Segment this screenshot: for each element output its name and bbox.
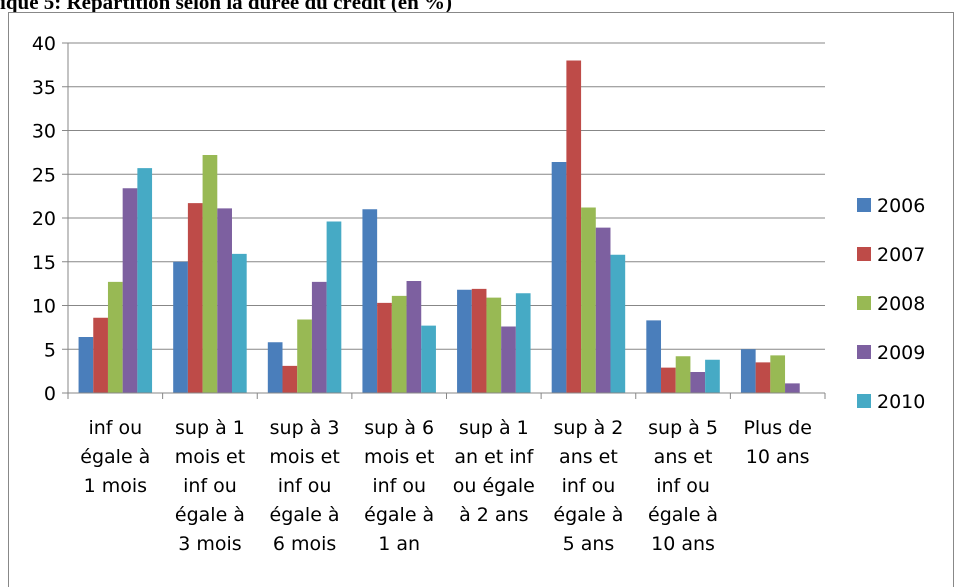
x-category-label: ou égale [453, 475, 535, 497]
bar-2007-cat6 [566, 60, 582, 393]
bar-2009-cat1 [122, 188, 138, 393]
x-category-label: égale à [648, 504, 718, 526]
bar-2009-cat4 [406, 281, 422, 393]
x-category-label: sup à 5 [648, 417, 718, 439]
bar-2009-cat2 [217, 208, 232, 393]
x-category-label: an et inf [454, 446, 534, 468]
bar-2010-cat7 [705, 359, 720, 393]
axes [67, 43, 826, 399]
x-category-label: 10 ans [651, 533, 715, 555]
y-tick-label: 25 [32, 164, 56, 186]
bar-2010-cat1 [137, 168, 153, 393]
x-category-label: 10 ans [746, 446, 810, 468]
legend-swatch-2006 [857, 198, 871, 212]
x-axis-categories: inf ou égale à 1 mois sup à 1 mois et inf ou é… [80, 417, 812, 555]
x-category-label: sup à 1 [175, 417, 245, 439]
x-category-label: mois et [175, 446, 246, 468]
bar-2006-cat1 [78, 337, 94, 393]
x-category-label: égale à [270, 504, 340, 526]
x-category-label: Plus de [743, 417, 811, 439]
x-category-label: à 2 ans [459, 504, 528, 526]
x-category-label: inf ou [562, 475, 616, 497]
bar-2007-cat7 [661, 367, 676, 393]
bar-2008-cat8 [770, 355, 786, 393]
bar-2009-cat8 [785, 383, 800, 393]
chart-title: ique 5: Répartition selon la durée du cr… [0, 0, 453, 14]
bar-2006-cat4 [362, 209, 378, 393]
bars [78, 60, 800, 393]
bar-2007-cat3 [282, 365, 298, 393]
x-category-label: égale à [175, 504, 245, 526]
bar-2008-cat3 [297, 319, 312, 393]
bar-2008-cat4 [391, 295, 407, 393]
legend-label-2010: 2010 [877, 391, 925, 413]
x-category-label: inf ou [183, 475, 237, 497]
x-category-label: ans et [559, 446, 618, 468]
legend-swatch-2008 [857, 296, 871, 310]
x-category-label: égale à [553, 504, 623, 526]
bar-2008-cat6 [581, 207, 596, 393]
y-tick-label: 35 [32, 77, 56, 99]
bar-2009-cat7 [690, 372, 706, 393]
y-tick-label: 0 [44, 383, 56, 405]
x-category-label: 1 mois [84, 475, 147, 497]
legend-label-2007: 2007 [877, 244, 925, 266]
bar-2007-cat8 [755, 362, 771, 393]
bar-2006-cat5 [457, 289, 472, 393]
y-tick-label: 15 [32, 252, 56, 274]
legend-swatch-2010 [857, 394, 871, 408]
x-category-label: ans et [654, 446, 713, 468]
x-category-label: 3 mois [178, 533, 241, 555]
legend-label-2008: 2008 [877, 293, 925, 315]
bar-2008-cat7 [675, 356, 691, 393]
bar-2010-cat3 [326, 221, 342, 393]
y-axis-ticks: 0 5 10 15 20 25 30 35 40 [32, 33, 56, 405]
bar-2006-cat8 [740, 349, 756, 393]
bar-2010-cat2 [231, 253, 247, 393]
bar-2008-cat2 [202, 155, 218, 393]
bar-2006-cat3 [267, 342, 283, 393]
x-category-label: sup à 6 [364, 417, 434, 439]
bar-2010-cat5 [515, 293, 531, 393]
x-category-label: égale à [80, 446, 150, 468]
bar-2007-cat4 [377, 302, 392, 393]
bar-2007-cat5 [471, 288, 487, 393]
x-category-label: sup à 2 [554, 417, 624, 439]
x-category-label: 6 mois [273, 533, 336, 555]
x-category-label: inf ou [88, 417, 142, 439]
bar-2007-cat1 [93, 317, 108, 393]
x-category-label: mois et [269, 446, 340, 468]
bar-2009-cat3 [311, 281, 327, 393]
x-category-label: mois et [364, 446, 435, 468]
bar-2008-cat1 [107, 281, 123, 393]
y-tick-label: 40 [32, 33, 56, 55]
y-tick-label: 5 [44, 339, 56, 361]
bar-2009-cat5 [501, 326, 516, 393]
x-category-label: 1 an [378, 533, 420, 555]
legend-swatch-2007 [857, 247, 871, 261]
y-tick-label: 30 [32, 121, 56, 143]
x-category-label: sup à 1 [459, 417, 529, 439]
x-category-label: 5 ans [563, 533, 615, 555]
bar-2009-cat6 [595, 227, 611, 393]
bar-2008-cat5 [486, 297, 502, 393]
legend-label-2006: 2006 [877, 195, 925, 217]
legend: 2006 2007 2008 2009 2010 [857, 195, 925, 413]
bar-2010-cat6 [610, 254, 626, 393]
legend-swatch-2009 [857, 345, 871, 359]
bar-2010-cat4 [421, 325, 436, 393]
bar-2006-cat7 [646, 320, 662, 393]
legend-label-2009: 2009 [877, 342, 925, 364]
bar-2006-cat6 [551, 162, 567, 393]
x-category-label: inf ou [278, 475, 332, 497]
y-tick-label: 10 [32, 296, 56, 318]
x-category-label: inf ou [372, 475, 426, 497]
bar-2007-cat2 [187, 203, 203, 393]
x-category-label: égale à [364, 504, 434, 526]
bar-2006-cat2 [173, 261, 188, 393]
y-tick-label: 20 [32, 208, 56, 230]
x-category-label: inf ou [656, 475, 710, 497]
x-category-label: sup à 3 [270, 417, 340, 439]
